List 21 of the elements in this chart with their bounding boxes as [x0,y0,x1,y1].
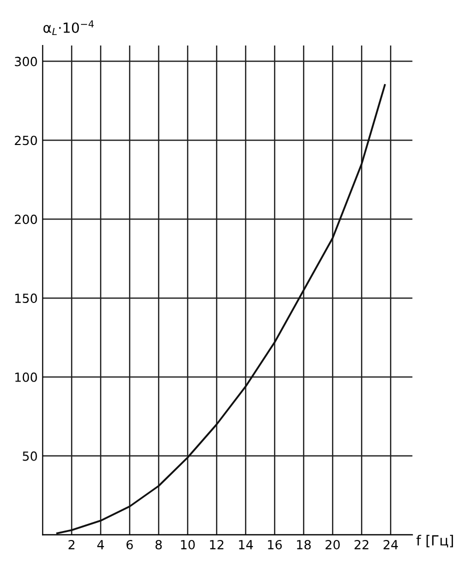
x-tick-label: 14 [239,540,253,550]
y-tick-label: 250 [14,136,37,146]
x-tick-label: 4 [97,540,104,550]
line-series [56,84,386,534]
x-tick-label: 12 [210,540,224,550]
x-tick-label: 10 [181,540,195,550]
y-tick-label: 100 [15,372,37,382]
y-axis-title: α$_{L}$·10$^{−4}$ [43,20,94,36]
y-tick-label: 150 [15,294,37,304]
x-tick-label: 16 [268,540,282,550]
x-tick-label: 22 [354,540,368,550]
x-tick-label: 20 [326,540,340,550]
y-tick-label: 300 [14,56,37,66]
x-tick-label: 18 [297,540,311,550]
x-tick-label: 2 [68,540,74,550]
x-tick-label: 8 [156,540,162,550]
x-tick-label: 24 [384,540,398,550]
x-tick-label: 6 [126,540,133,550]
x-axis-title: f [Гц] [416,534,453,548]
y-tick-label: 50 [22,451,37,461]
y-tick-label: 200 [14,214,37,224]
